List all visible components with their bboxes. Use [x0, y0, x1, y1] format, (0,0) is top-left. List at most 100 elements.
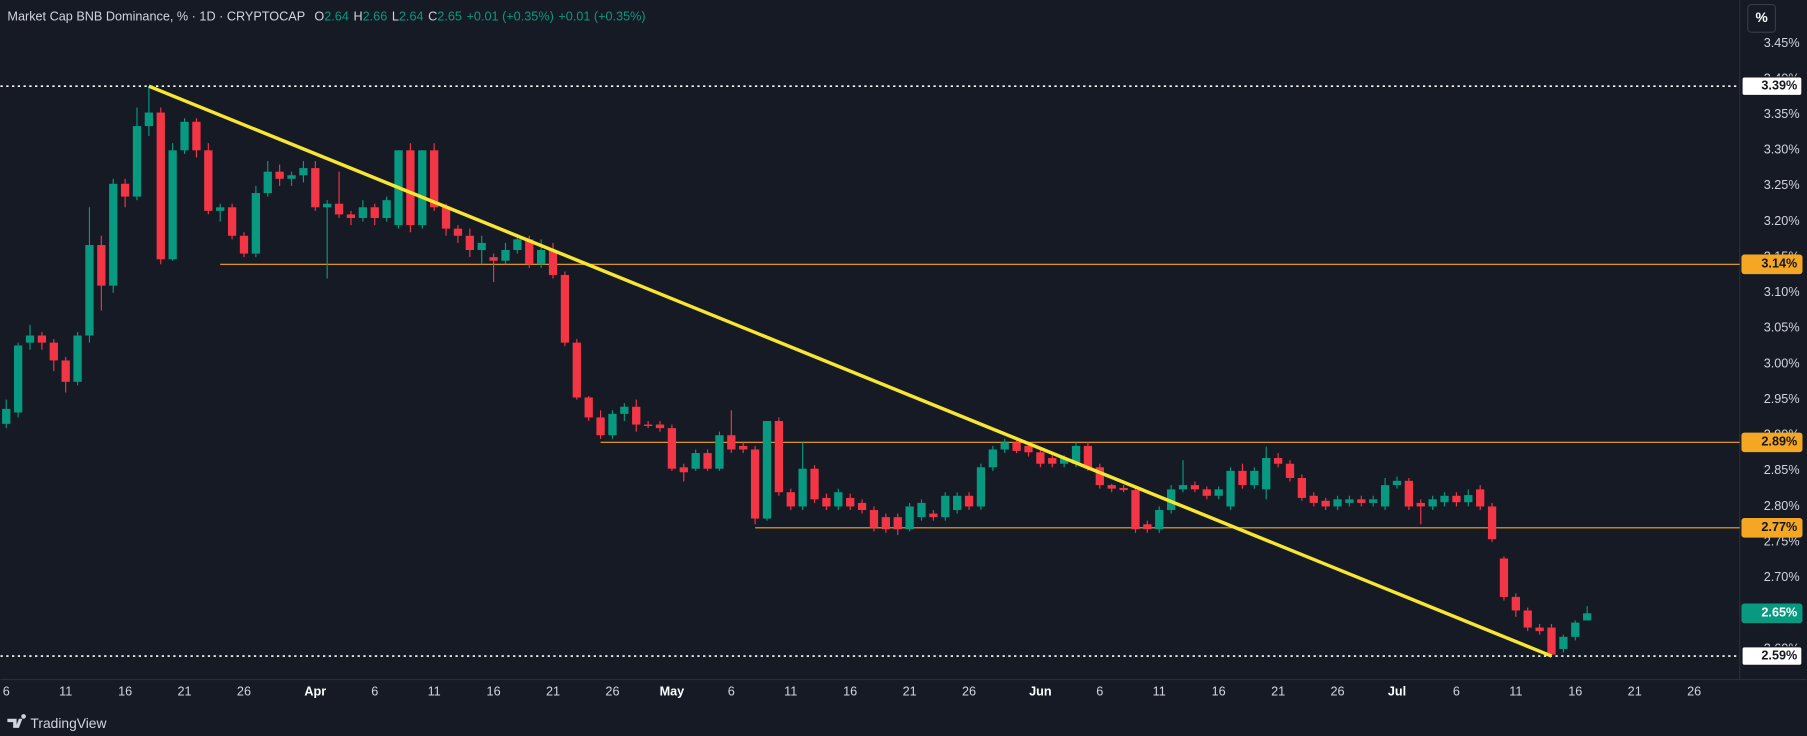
candle-body: [441, 207, 451, 229]
brand-icon: [7, 714, 26, 728]
candle-body: [1369, 499, 1378, 503]
candle-body: [1083, 445, 1093, 468]
candle-body: [299, 168, 308, 176]
candle-body: [988, 449, 997, 468]
candle-body: [869, 510, 879, 528]
y-tick-label: 2.80%: [1764, 499, 1800, 513]
x-tick-label: 11: [784, 685, 797, 699]
candle-body: [418, 150, 427, 226]
y-tick-label: 3.10%: [1764, 285, 1800, 299]
candle-body: [37, 335, 47, 343]
scale-button[interactable]: [1747, 4, 1776, 33]
candle-body: [61, 360, 70, 382]
trend-line: [148, 84, 1553, 658]
candle-body: [382, 200, 391, 218]
x-tick-label: 16: [1212, 685, 1226, 699]
candle-body: [727, 435, 736, 450]
candle-body: [192, 121, 201, 151]
candle-body: [49, 342, 58, 361]
candle-body: [1440, 495, 1449, 503]
candle-body: [358, 207, 367, 218]
candle-body: [239, 235, 249, 254]
candle-body: [762, 420, 772, 519]
candle-body: [596, 417, 605, 436]
candle-body: [334, 203, 344, 215]
candle-body: [1476, 489, 1485, 507]
y-tick-label: 3.45%: [1764, 36, 1800, 50]
candle-body: [1071, 445, 1081, 464]
candle-body: [168, 150, 177, 260]
legend-key: H: [353, 10, 362, 24]
candle-body: [691, 453, 700, 469]
y-tick-label: 2.75%: [1764, 534, 1800, 548]
candle-body: [1392, 480, 1402, 486]
x-tick-label: 16: [487, 685, 501, 699]
x-tick-label: 6: [371, 685, 378, 699]
candle-body: [1583, 613, 1592, 621]
legend-key: C: [428, 10, 437, 24]
x-tick-label: 26: [962, 685, 976, 699]
legend-key: L: [392, 10, 399, 24]
candle-body: [964, 495, 974, 507]
candle-body: [465, 235, 474, 251]
price-badge-label: 2.77%: [1761, 520, 1797, 534]
candle-body: [786, 492, 795, 507]
legend-value: 2.65: [437, 10, 462, 24]
legend-change: +0.01 (+0.35%): [467, 10, 554, 24]
candle-body: [798, 468, 807, 507]
candle-body: [917, 502, 926, 518]
scale-button-label[interactable]: %: [1755, 9, 1767, 25]
candle-body: [1547, 627, 1556, 655]
x-tick-label: 26: [605, 685, 619, 699]
candle-body: [881, 517, 891, 530]
header-title: Market Cap BNB Dominance, % · 1D · CRYPT…: [7, 10, 305, 24]
candle-body: [109, 183, 118, 286]
x-tick-label: 16: [118, 685, 132, 699]
candle-body: [1285, 463, 1295, 478]
candle-body: [1297, 477, 1307, 498]
candle-body: [1226, 470, 1235, 507]
chart-header: Market Cap BNB Dominance, % · 1D · CRYPT…: [7, 10, 645, 24]
y-tick-label: 2.85%: [1764, 463, 1800, 477]
candle-body: [572, 342, 581, 398]
candle-body: [1143, 524, 1152, 530]
candle-body: [1487, 506, 1497, 540]
x-tick-label: 6: [1096, 685, 1103, 699]
candle-body: [227, 207, 237, 236]
candle-body: [1012, 442, 1021, 451]
candle-body: [370, 207, 379, 218]
candle-body: [620, 406, 629, 414]
candle-body: [251, 193, 261, 254]
price-badge-label: 2.59%: [1761, 648, 1797, 662]
candle-body: [311, 168, 320, 208]
candle-body: [132, 126, 142, 197]
candle-body: [739, 445, 748, 450]
x-tick-label: 21: [1271, 685, 1285, 699]
candle-body: [1535, 627, 1544, 632]
y-tick-label: 3.30%: [1764, 143, 1800, 157]
candle-body: [632, 406, 641, 425]
candle-body: [204, 150, 213, 211]
candle-body: [822, 497, 831, 507]
candle-body: [1036, 452, 1045, 464]
candle-body: [430, 150, 439, 208]
candle-body: [1024, 445, 1033, 453]
candle-body: [857, 502, 867, 511]
candle-body: [834, 492, 843, 507]
candle-body: [1523, 610, 1532, 628]
price-badge: [1741, 76, 1803, 96]
candle-body: [1511, 596, 1520, 611]
candle-body: [97, 245, 106, 286]
candle-body: [287, 175, 296, 179]
candle-body: [13, 345, 23, 413]
candle-body: [584, 397, 593, 418]
x-tick-label: 6: [728, 685, 735, 699]
x-tick-label: 26: [1687, 685, 1701, 699]
y-tick-label: 3.20%: [1764, 214, 1800, 228]
candle-body: [1250, 470, 1259, 486]
candle-body: [953, 495, 962, 511]
x-tick-label: 6: [1453, 685, 1460, 699]
candle-body: [1190, 485, 1200, 490]
